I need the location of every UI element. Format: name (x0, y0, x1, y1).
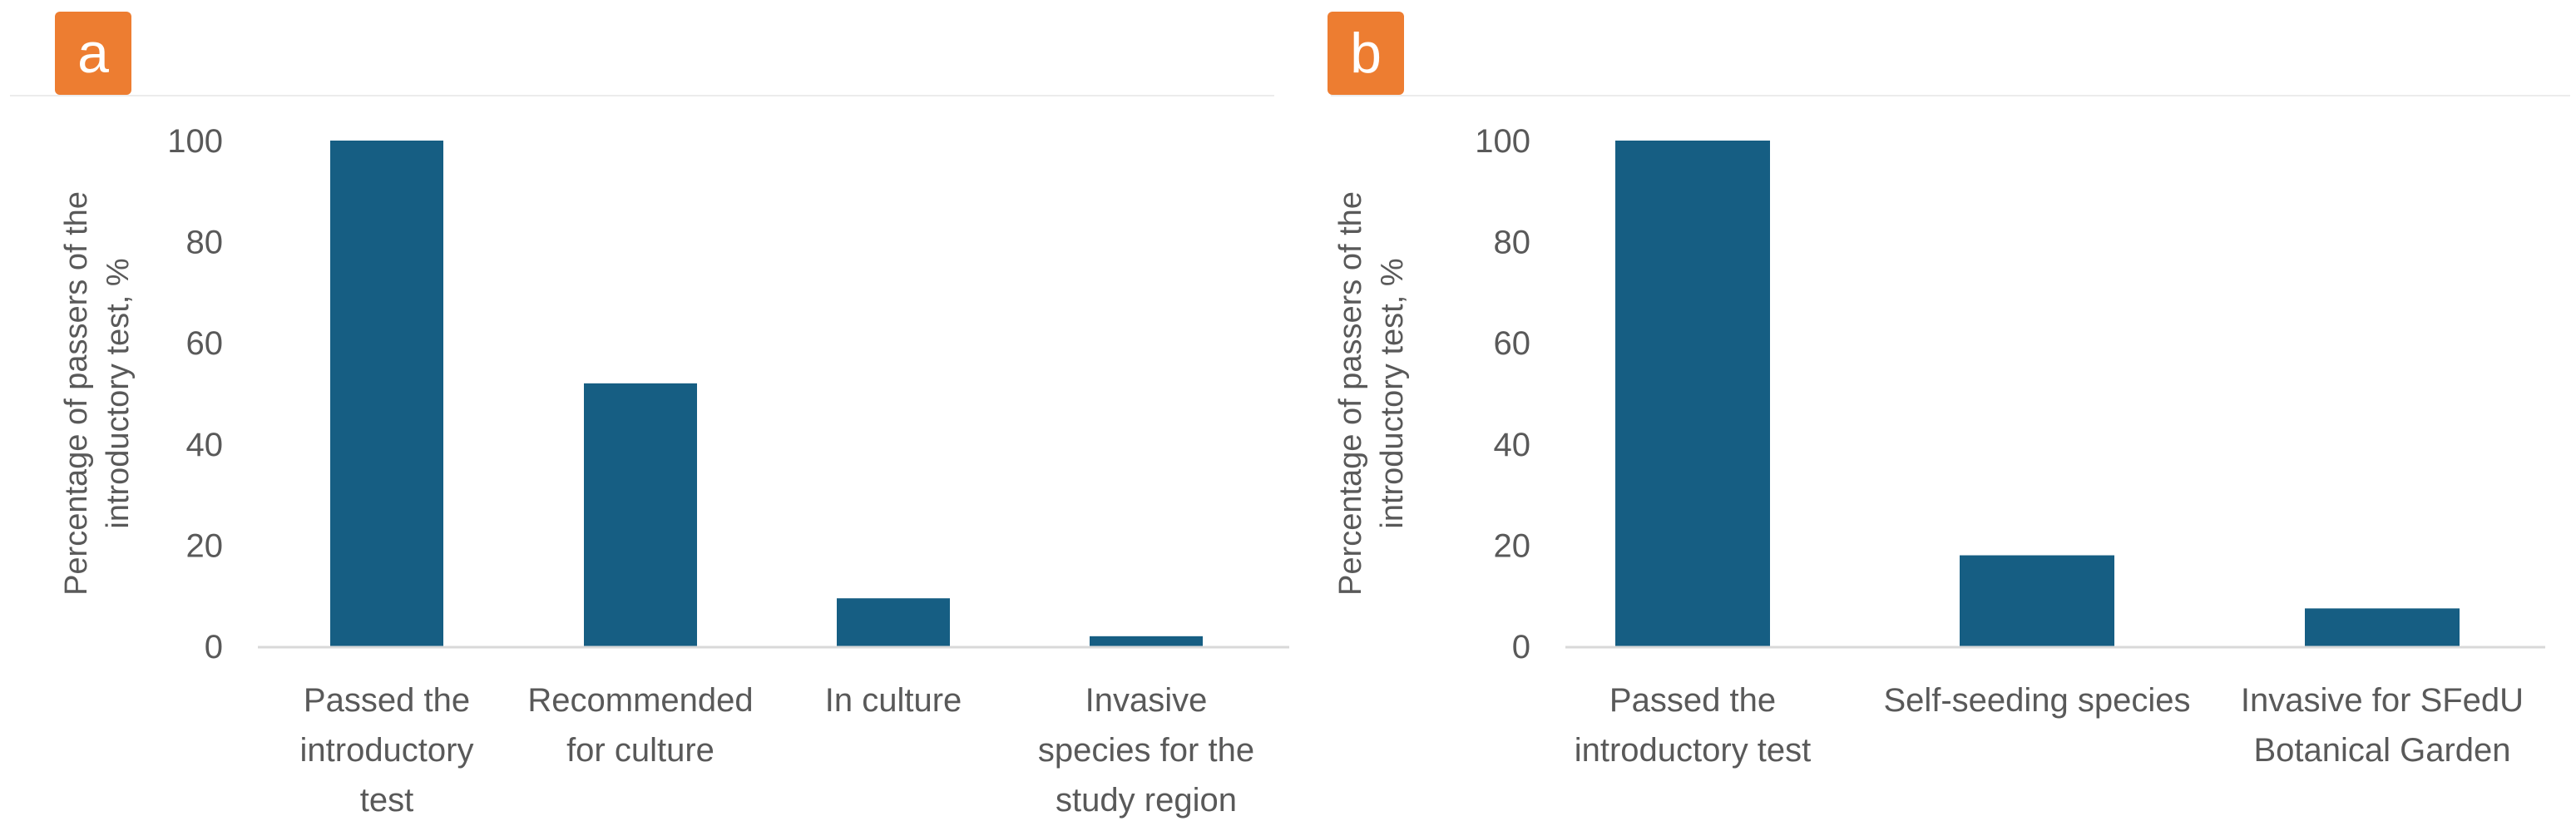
y-tick-label-a: 80 (186, 225, 224, 261)
x-tick-label-a: Recommended (527, 682, 753, 719)
panel-b-divider (1331, 95, 2570, 96)
y-tick-label-b: 100 (1475, 123, 1530, 160)
bar-b (1960, 555, 2114, 646)
x-tick-label-a: Passed the (304, 682, 470, 719)
y-tick-label-b: 0 (1512, 629, 1530, 665)
y-axis-label-b: introductory test, % (1375, 258, 1410, 528)
x-tick-label-b: Invasive for SFedU (2241, 682, 2524, 719)
x-tick-label-a: study region (1056, 782, 1237, 819)
panel-label-a: a (55, 12, 131, 95)
x-tick-label-b: Botanical Garden (2253, 732, 2510, 769)
y-axis-label-a: Percentage of passers of the (59, 191, 94, 596)
panel-label-b: b (1328, 12, 1404, 95)
x-tick-label-a: species for the (1038, 732, 1254, 769)
x-tick-label-b: Self-seeding species (1883, 682, 2190, 719)
x-tick-label-a: test (360, 782, 413, 819)
y-tick-label-a: 0 (205, 629, 223, 665)
y-tick-label-a: 60 (186, 325, 224, 362)
bar-a (584, 383, 697, 646)
y-tick-label-a: 20 (186, 527, 224, 564)
x-tick-label-a: introductory (300, 732, 474, 769)
y-tick-label-b: 60 (1494, 325, 1531, 362)
x-tick-label-b: introductory test (1575, 732, 1812, 769)
bar-a (837, 598, 950, 646)
panel-a-divider (10, 95, 1274, 96)
y-axis-label-b: Percentage of passers of the (1333, 191, 1368, 596)
x-tick-label-a: In culture (825, 682, 962, 719)
y-tick-label-b: 20 (1494, 527, 1531, 564)
y-tick-label-a: 100 (167, 123, 223, 160)
y-tick-label-b: 40 (1494, 427, 1531, 463)
bar-b (2305, 608, 2460, 646)
y-tick-label-a: 40 (186, 427, 224, 463)
x-tick-label-b: Passed the (1609, 682, 1776, 719)
x-tick-label-a: Invasive (1085, 682, 1208, 719)
bar-a (330, 141, 443, 646)
bar-b (1615, 141, 1770, 646)
y-axis-label-a: introductory test, % (101, 258, 136, 528)
x-tick-label-a: for culture (566, 732, 714, 769)
bar-a (1090, 636, 1203, 646)
y-tick-label-b: 80 (1494, 225, 1531, 261)
